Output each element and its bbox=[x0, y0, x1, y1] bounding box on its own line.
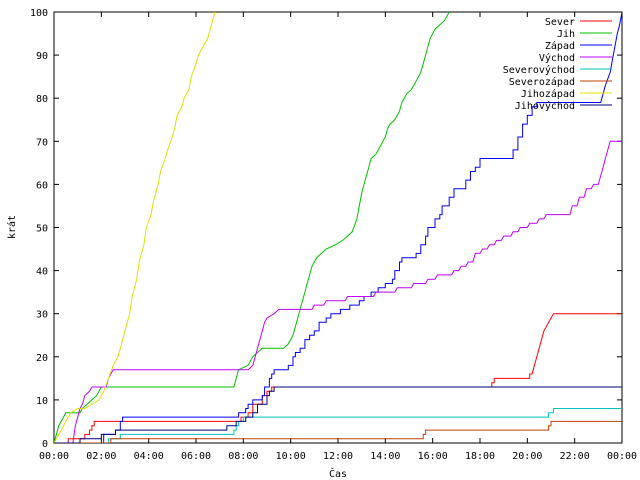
legend-label: Jih bbox=[557, 29, 575, 40]
series-line-6 bbox=[54, 420, 622, 443]
x-tick-label: 22:00 bbox=[560, 451, 590, 462]
y-tick-label: 90 bbox=[36, 51, 48, 62]
series-line-3 bbox=[54, 12, 622, 443]
legend-label: Jihovýchod bbox=[515, 100, 575, 112]
series-line-2 bbox=[54, 12, 450, 443]
y-tick-label: 40 bbox=[36, 267, 48, 278]
x-tick-label: 12:00 bbox=[323, 451, 353, 462]
legend-label: Severovýchod bbox=[503, 64, 575, 76]
x-axis-title: Čas bbox=[329, 467, 347, 480]
x-tick-label: 16:00 bbox=[418, 451, 448, 462]
legend-label: Jihozápad bbox=[521, 88, 575, 100]
y-tick-label: 60 bbox=[36, 180, 48, 191]
x-tick-label: 14:00 bbox=[370, 451, 400, 462]
x-tick-label: 00:00 bbox=[607, 451, 637, 462]
x-tick-labels: 00:00 02:00 04:00 06:00 08:00 10:00 12:00 14:00… bbox=[39, 451, 637, 462]
y-axis-title: krát bbox=[6, 215, 18, 239]
y-tick-labels: 0 10 20 30 40 50 60 70 80 90 100 bbox=[30, 8, 48, 450]
series-line-1 bbox=[54, 313, 622, 443]
legend-label: Sever bbox=[545, 17, 575, 28]
x-tick-label: 06:00 bbox=[181, 451, 211, 462]
x-tick-label: 20:00 bbox=[512, 451, 542, 462]
x-tick-label: 08:00 bbox=[228, 451, 258, 462]
x-tick-label: 10:00 bbox=[276, 451, 306, 462]
legend: SeverJihZápadVýchodSeverovýchodSeverozáp… bbox=[503, 17, 612, 112]
y-tick-label: 80 bbox=[36, 94, 48, 105]
series-line-7 bbox=[54, 12, 216, 443]
y-tick-label: 20 bbox=[36, 353, 48, 364]
legend-label: Západ bbox=[545, 40, 575, 52]
legend-label: Severozápad bbox=[509, 76, 575, 88]
y-tick-label: 30 bbox=[36, 310, 48, 321]
series-line-8 bbox=[54, 386, 622, 443]
x-tick-label: 04:00 bbox=[134, 451, 164, 462]
x-tick-label: 00:00 bbox=[39, 451, 69, 462]
series-line-4 bbox=[54, 140, 622, 443]
y-tick-label: 0 bbox=[42, 439, 48, 450]
y-tick-label: 100 bbox=[30, 8, 48, 19]
y-tick-label: 50 bbox=[36, 224, 48, 235]
y-tick-label: 10 bbox=[36, 396, 48, 407]
x-tick-label: 02:00 bbox=[86, 451, 116, 462]
y-tick-label: 70 bbox=[36, 137, 48, 148]
x-tick-label: 18:00 bbox=[465, 451, 495, 462]
legend-label: Východ bbox=[539, 52, 575, 64]
series-lines bbox=[54, 12, 622, 443]
